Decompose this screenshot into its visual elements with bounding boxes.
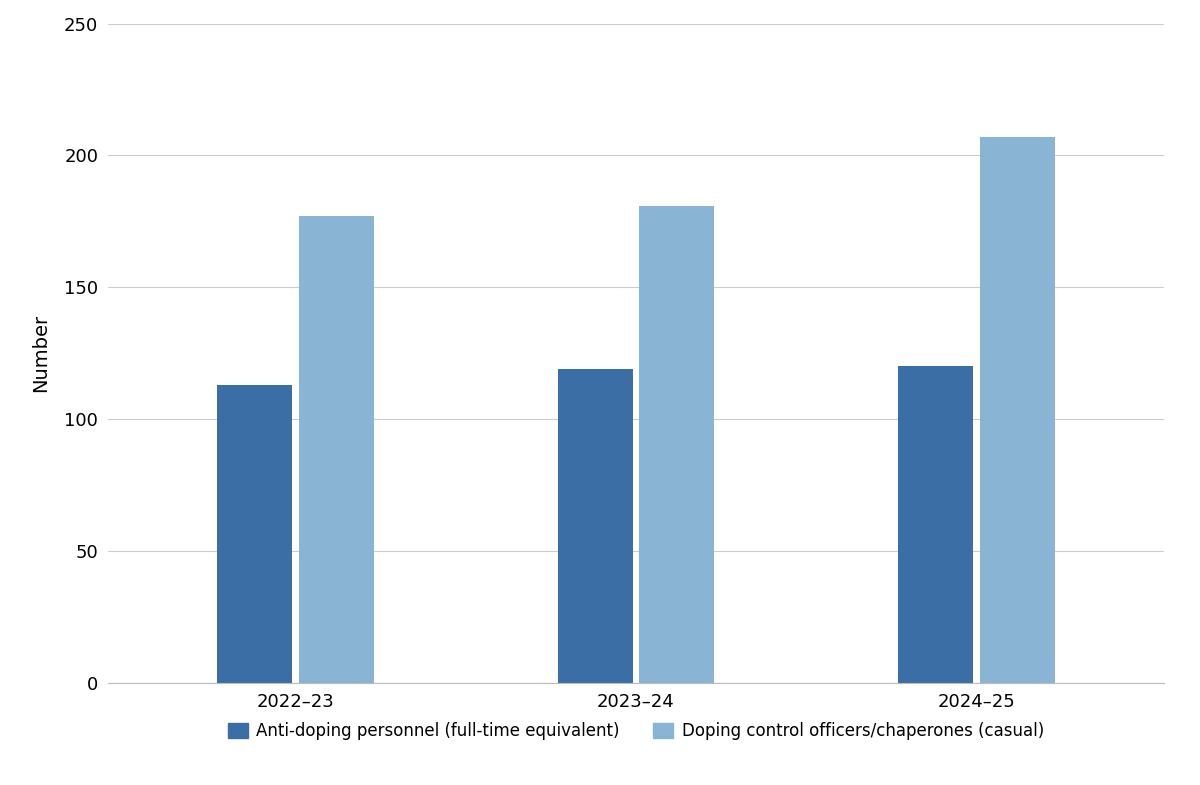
Bar [899,367,973,683]
Y-axis label: Number: Number [31,314,50,392]
Legend: Anti-doping personnel (full-time equivalent), Doping control officers/chaperones: Anti-doping personnel (full-time equival… [222,716,1050,747]
Bar [980,137,1055,683]
Bar [299,216,373,683]
Bar [558,369,632,683]
Bar [640,206,714,683]
Bar [217,385,292,683]
